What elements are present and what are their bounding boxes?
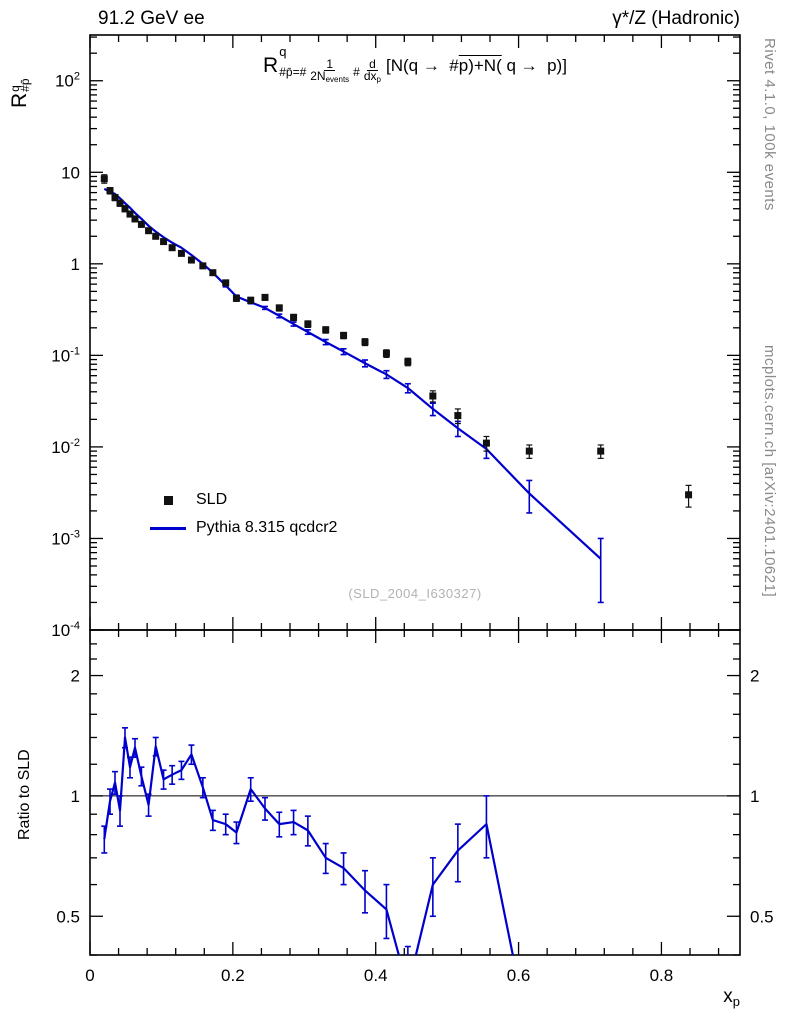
svg-text:102: 102 [55, 71, 80, 91]
formula-fraction-2: d dxp [363, 57, 381, 84]
svg-text:0.5: 0.5 [750, 907, 774, 926]
svg-text:1: 1 [71, 787, 80, 806]
svg-text:0.6: 0.6 [507, 966, 531, 985]
formula-R: R [263, 53, 279, 77]
svg-text:0.5: 0.5 [56, 907, 80, 926]
data-marker-icon [150, 495, 186, 505]
svg-text:1: 1 [750, 787, 759, 806]
formula-sub-sup-stack: q #p̄=# 1 2Nevents # d dxp [279, 44, 381, 84]
beam-energy-label: 91.2 GeV ee [98, 8, 205, 29]
legend-item-mc: Pythia 8.315 qcdcr2 [150, 516, 337, 540]
arrow-icon: → [422, 55, 440, 75]
svg-text:2: 2 [71, 667, 80, 686]
process-label: γ*/Z (Hadronic) [612, 8, 740, 29]
y-axis-label-ratio: Ratio to SLD [16, 749, 33, 840]
svg-text:10-1: 10-1 [51, 345, 80, 365]
legend-label: SLD [196, 491, 228, 508]
mcplots-arxiv-watermark: mcplots.cern.ch [arXiv:2401.10621] [761, 345, 778, 598]
y-axis-label-main: R q #p̄ [8, 78, 32, 108]
x-axis-label: xp [723, 986, 740, 1009]
svg-text:10: 10 [61, 163, 80, 182]
svg-text:1: 1 [71, 255, 80, 274]
axis-ticks [89, 35, 740, 956]
legend-item-data: SLD [150, 488, 337, 512]
arrow-icon: → [520, 55, 538, 75]
formula-fraction-1: 1 2Nevents [310, 57, 350, 84]
svg-text:10-4: 10-4 [51, 620, 80, 640]
svg-text:0: 0 [85, 966, 94, 985]
mc-line-icon [150, 526, 186, 530]
svg-text:10-3: 10-3 [51, 528, 80, 548]
series-sld-points [100, 174, 693, 508]
formula-bracket-term: [N(q → #p)+N( q → p)] [386, 55, 567, 75]
legend-label: Pythia 8.315 qcdcr2 [196, 519, 338, 536]
legend: SLD Pythia 8.315 qcdcr2 [150, 488, 337, 540]
analysis-id-label: (SLD_2004_I630327) [348, 586, 482, 601]
rivet-version-watermark: Rivet 4.1.0, 100k events [761, 38, 778, 211]
svg-text:0.8: 0.8 [650, 966, 674, 985]
svg-text:10-2: 10-2 [51, 437, 80, 457]
svg-text:0.4: 0.4 [364, 966, 388, 985]
svg-text:2: 2 [750, 667, 759, 686]
svg-text:0.2: 0.2 [221, 966, 245, 985]
series-ratio-line [101, 727, 514, 955]
